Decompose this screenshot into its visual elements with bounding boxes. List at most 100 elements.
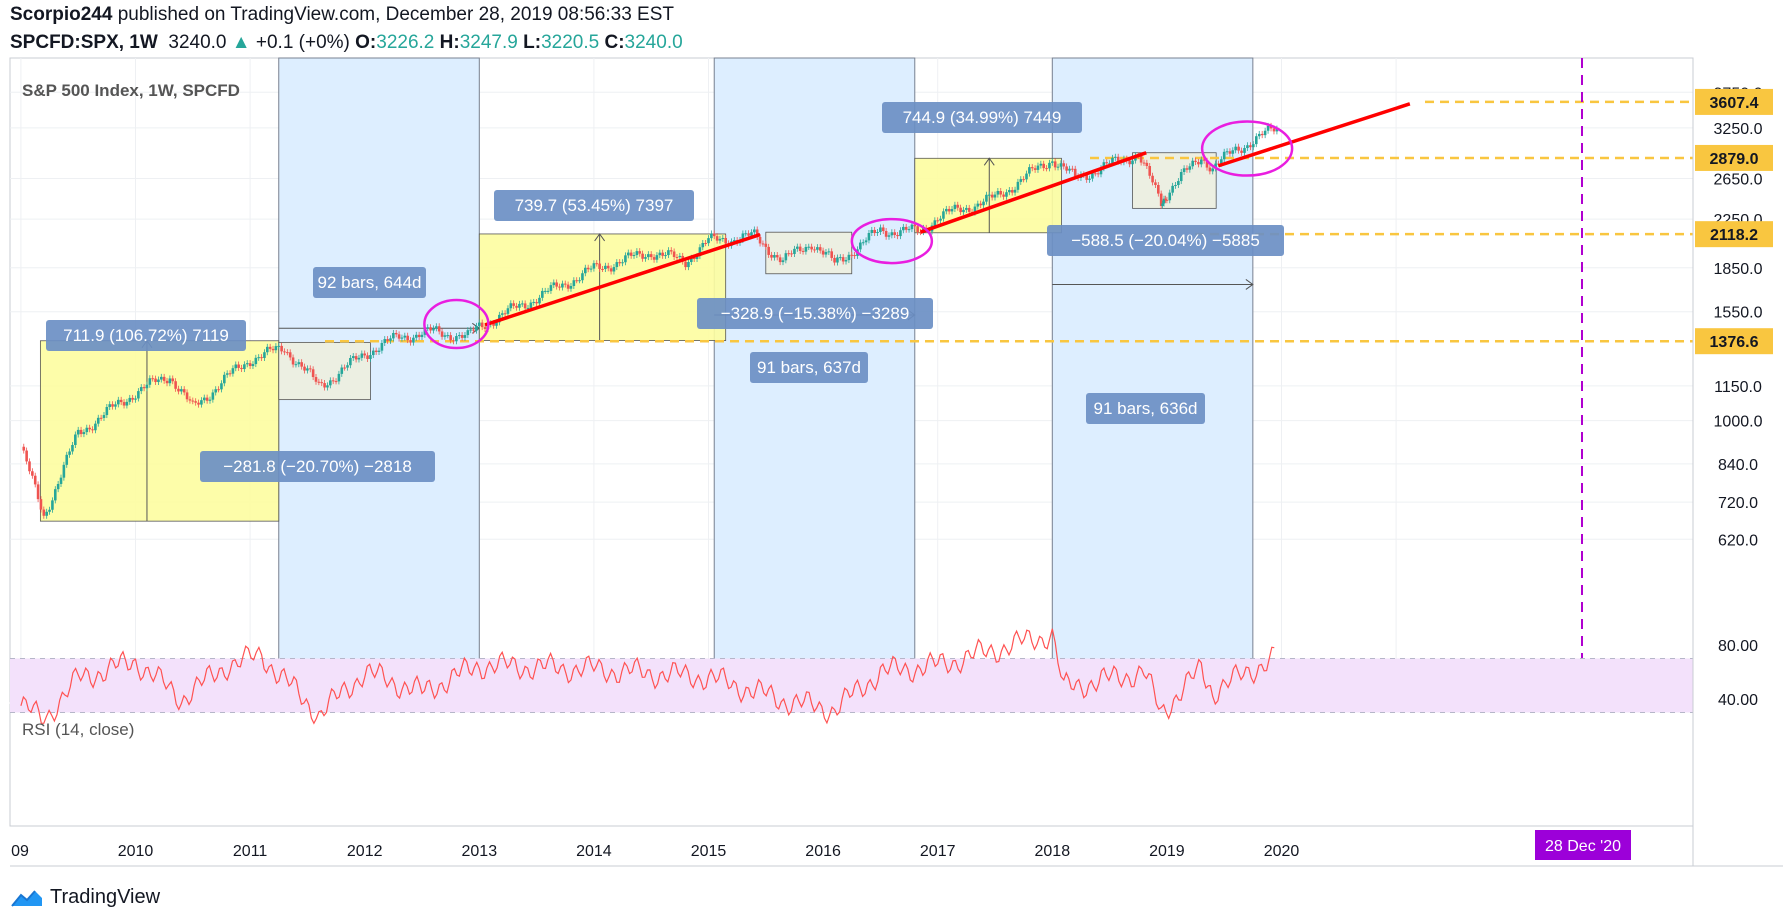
candle-body bbox=[400, 337, 404, 339]
candle-body bbox=[538, 297, 541, 304]
candle-body bbox=[821, 250, 825, 255]
candle-body bbox=[1249, 145, 1252, 148]
candle-body bbox=[162, 376, 166, 381]
candle-body bbox=[495, 322, 498, 326]
candle-body bbox=[165, 380, 169, 384]
candle-body bbox=[747, 233, 750, 236]
candle-body bbox=[987, 194, 991, 196]
candle-body bbox=[208, 399, 212, 401]
candle-body bbox=[701, 242, 705, 248]
candle-body bbox=[959, 207, 962, 213]
candle-body bbox=[105, 407, 109, 416]
candle-body bbox=[1010, 190, 1014, 193]
candle-body bbox=[710, 233, 713, 239]
candle-body bbox=[755, 229, 759, 237]
candle-body bbox=[420, 334, 424, 338]
candle-body bbox=[429, 327, 432, 331]
candle-body bbox=[171, 378, 175, 382]
candle-body bbox=[996, 190, 1000, 195]
y-tick-label: 620.0 bbox=[1718, 532, 1758, 549]
candle-body bbox=[1068, 168, 1071, 171]
candle-body bbox=[53, 489, 57, 501]
y-axis[interactable]: 80.0040.003750.03250.02650.02250.01850.0… bbox=[1695, 85, 1773, 709]
candle-body bbox=[446, 335, 450, 337]
candle-body bbox=[758, 236, 762, 244]
open-label: O: bbox=[355, 32, 377, 53]
candle-body bbox=[22, 446, 26, 451]
author-name[interactable]: Scorpio244 bbox=[10, 4, 113, 25]
candle-body bbox=[102, 415, 106, 418]
candle-body bbox=[466, 330, 470, 336]
measure-arrow-head bbox=[983, 157, 995, 166]
tradingview-watermark[interactable]: TradingView bbox=[10, 886, 160, 909]
candle-body bbox=[331, 380, 335, 382]
annotation-label-box bbox=[200, 451, 435, 482]
price-tag-label: 2879.0 bbox=[1710, 151, 1759, 168]
candle-body bbox=[71, 444, 74, 452]
bar-count-arrow-head bbox=[1245, 279, 1254, 290]
candle-body bbox=[1182, 168, 1186, 173]
candle-body bbox=[965, 207, 968, 210]
candle-body bbox=[114, 404, 117, 407]
rsi-pane[interactable] bbox=[9, 703, 1694, 827]
candle-body bbox=[182, 389, 186, 393]
candle-body bbox=[1174, 185, 1177, 187]
candle-body bbox=[134, 398, 137, 400]
publish-header: Scorpio244 published on TradingView.com,… bbox=[10, 4, 674, 26]
candle-body bbox=[200, 400, 203, 405]
candle-body bbox=[532, 301, 536, 303]
candle-body bbox=[870, 229, 874, 233]
candle-body bbox=[1039, 163, 1043, 166]
candle-body bbox=[1202, 159, 1206, 161]
low-value: 3220.5 bbox=[541, 32, 600, 53]
x-tick-label: 2019 bbox=[1149, 843, 1185, 860]
candle-body bbox=[297, 362, 301, 365]
candle-body bbox=[294, 364, 298, 366]
x-tick-label: 2013 bbox=[462, 843, 498, 860]
highlight-ellipse bbox=[850, 217, 934, 265]
candle-body bbox=[274, 346, 278, 351]
candle-body bbox=[896, 234, 899, 237]
candle-body bbox=[1128, 160, 1131, 165]
candle-body bbox=[684, 261, 687, 268]
candle-body bbox=[1199, 159, 1203, 165]
annotation-label-box bbox=[1047, 225, 1284, 256]
candle-body bbox=[76, 429, 80, 435]
candle-body bbox=[586, 267, 590, 270]
candle-body bbox=[919, 232, 922, 234]
candle-body bbox=[346, 365, 349, 368]
candle-body bbox=[879, 227, 882, 233]
candle-body bbox=[386, 339, 389, 341]
candle-body bbox=[1211, 168, 1215, 172]
candle-body bbox=[455, 336, 458, 342]
candle-body bbox=[1131, 160, 1134, 165]
candle-body bbox=[1005, 192, 1008, 197]
candle-body bbox=[457, 335, 461, 337]
symbol-label: SPCFD:SPX, 1W bbox=[10, 32, 158, 53]
candle-body bbox=[520, 303, 524, 305]
candle-body bbox=[907, 229, 911, 231]
candle-body bbox=[1102, 162, 1106, 169]
candle-body bbox=[884, 231, 888, 237]
candle-body bbox=[220, 383, 223, 390]
candle-body bbox=[463, 335, 467, 338]
candle-body bbox=[1022, 179, 1025, 181]
price-tag-box bbox=[1695, 221, 1773, 248]
candle-body bbox=[1177, 181, 1180, 186]
candle-body bbox=[237, 364, 240, 368]
candle-body bbox=[185, 392, 189, 400]
candle-body bbox=[1116, 156, 1120, 162]
candle-body bbox=[644, 257, 647, 259]
x-axis[interactable]: 09 2010 2011 2012 2013 2014 2015 2016 2017 2018 20… bbox=[11, 830, 1631, 860]
candle-body bbox=[122, 402, 126, 406]
open-value: 3226.2 bbox=[376, 32, 435, 53]
candle-body bbox=[311, 369, 315, 378]
candle-body bbox=[847, 254, 851, 261]
candle-body bbox=[437, 326, 441, 332]
candle-body bbox=[647, 254, 650, 258]
candle-body bbox=[953, 204, 957, 210]
trend-line bbox=[484, 232, 761, 327]
candle-body bbox=[581, 273, 584, 281]
candle-body bbox=[223, 374, 226, 384]
